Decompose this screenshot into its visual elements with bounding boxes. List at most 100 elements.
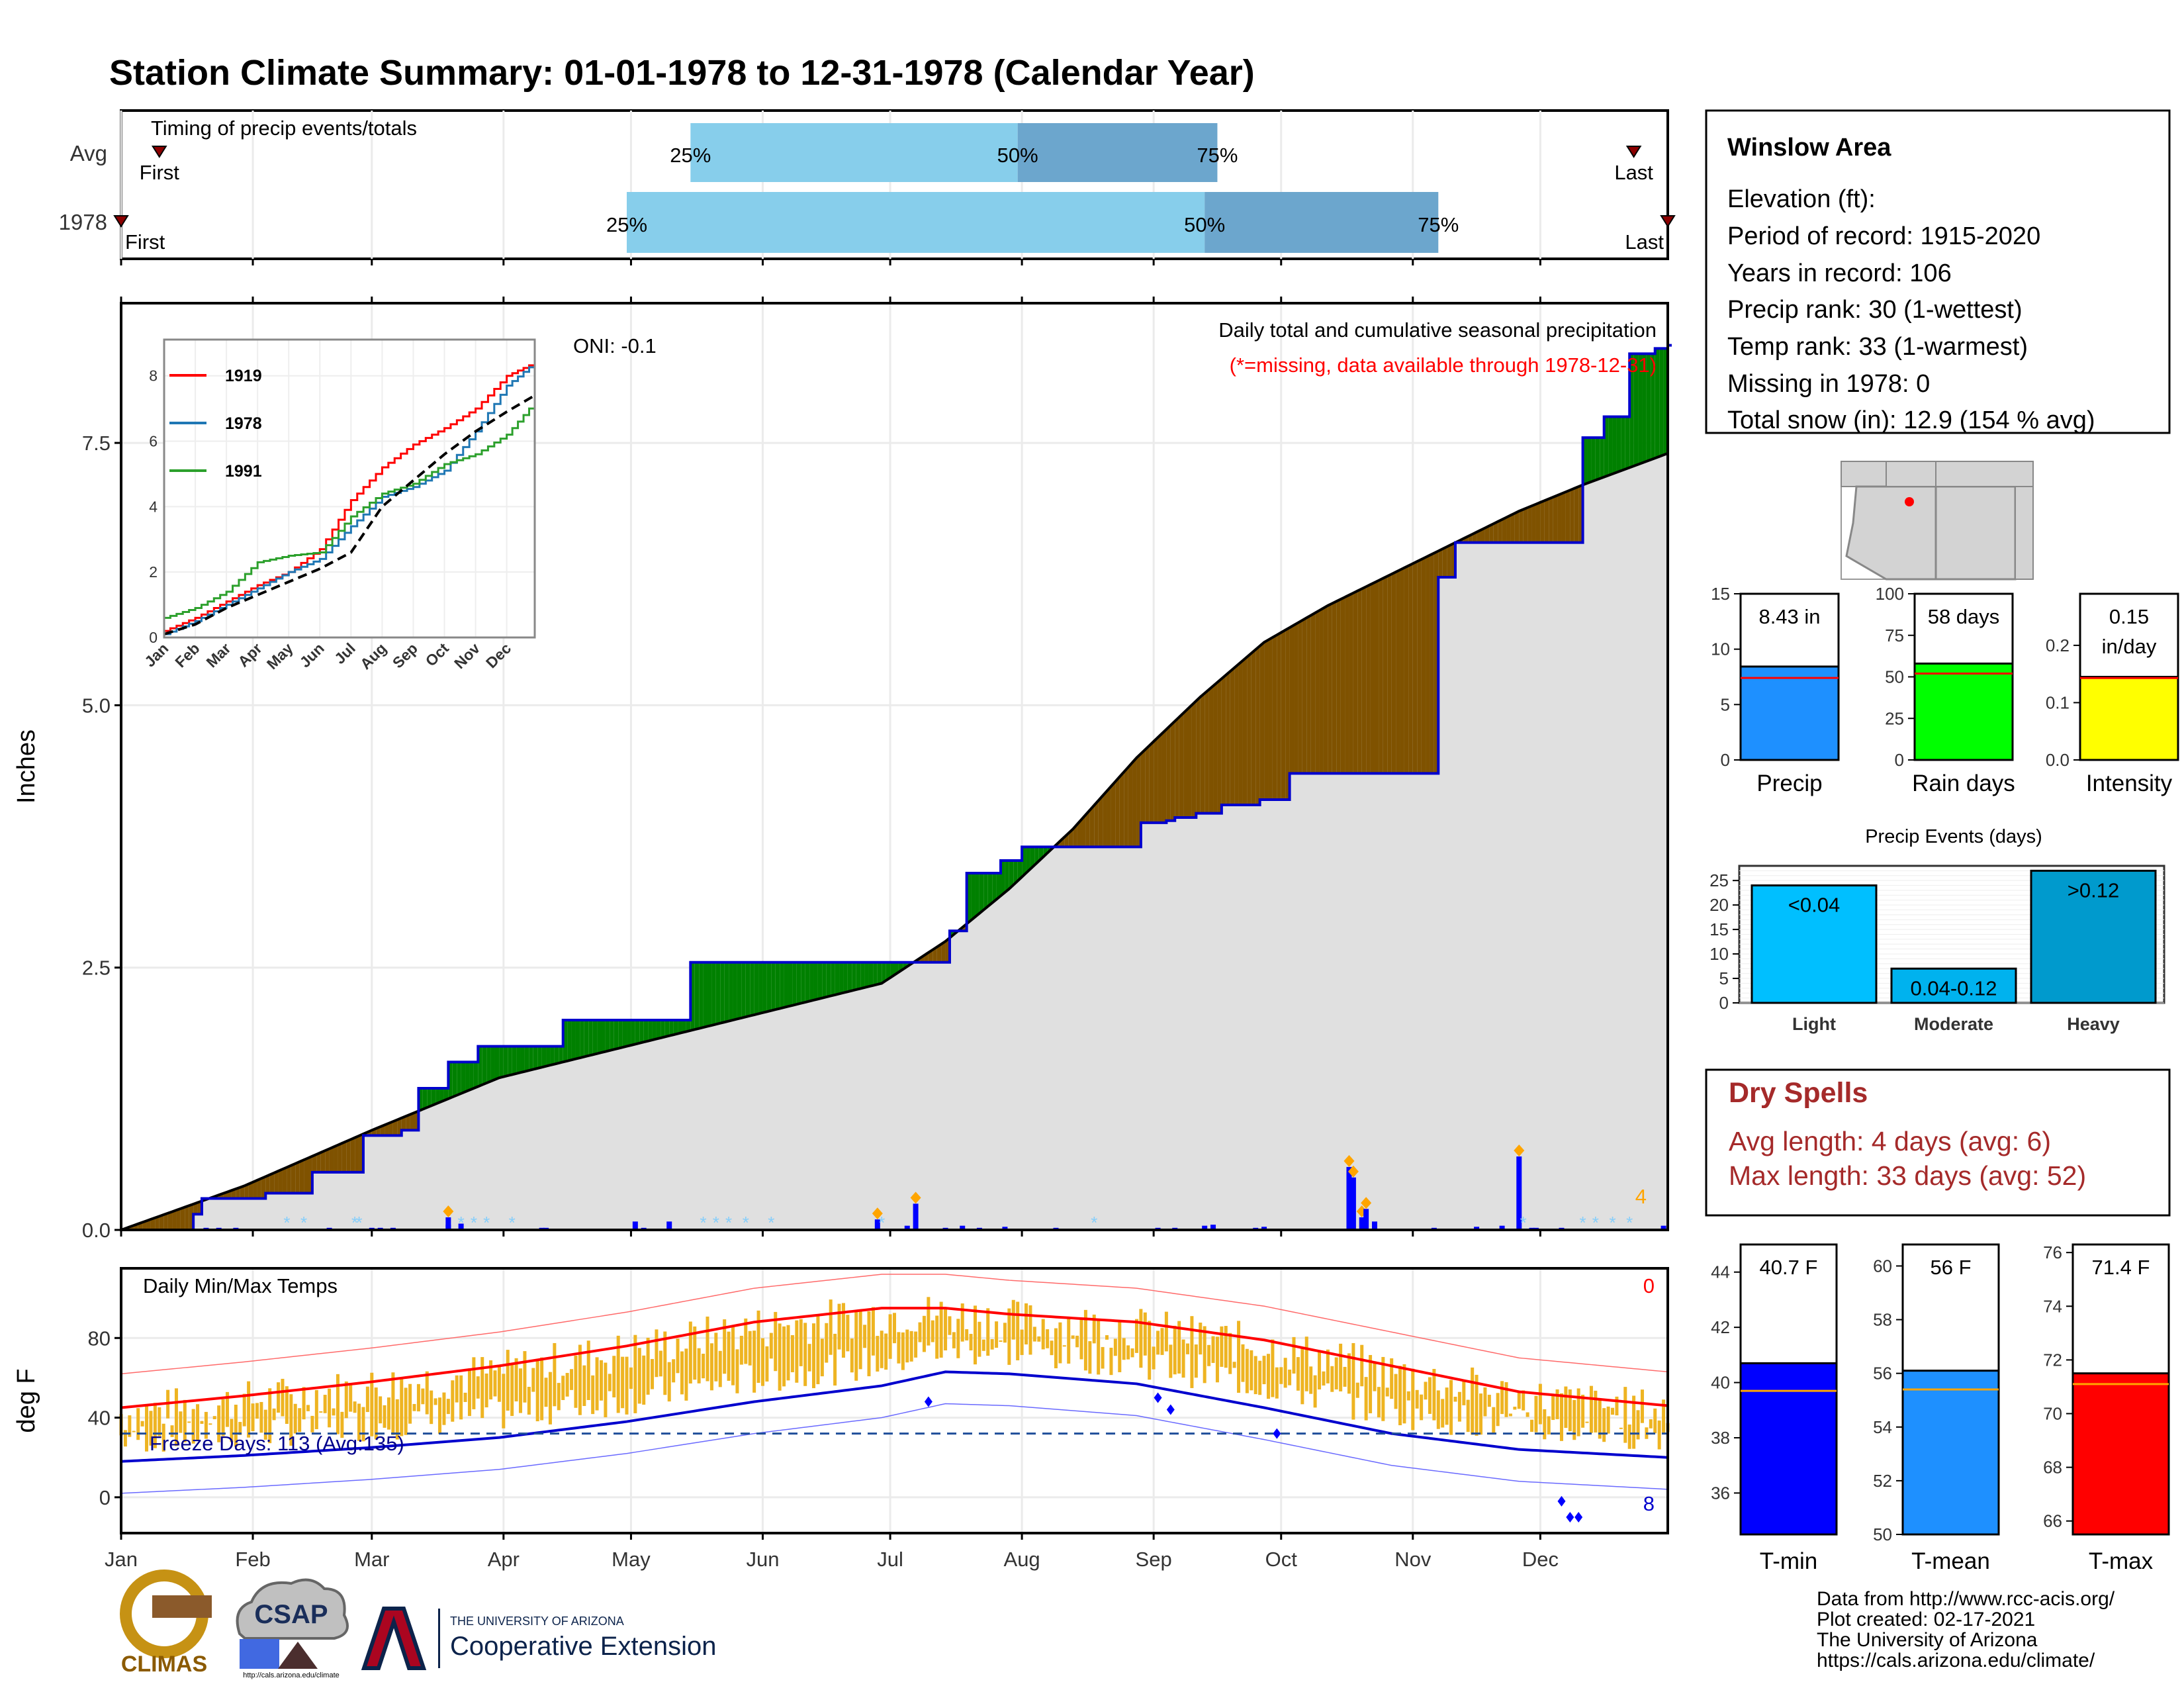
ua-divider — [438, 1609, 440, 1668]
mini-bar-ytick-label: 50 — [1885, 667, 1904, 687]
below-normal-area — [1140, 749, 1146, 823]
daily-precip-bar — [445, 1217, 451, 1230]
snow-day-marker: * — [1580, 1213, 1586, 1233]
daily-temp-range-bar — [1253, 1356, 1257, 1395]
daily-temp-range-bar — [557, 1383, 561, 1411]
daily-temp-range-bar — [1589, 1385, 1593, 1433]
below-normal-area — [1089, 805, 1095, 847]
inset-ytick-label: 6 — [149, 433, 158, 450]
mini-bar-value — [1739, 665, 1840, 761]
daily-temp-range-bar — [867, 1311, 871, 1377]
above-normal-area — [877, 962, 882, 985]
daily-temp-range-bar — [888, 1314, 892, 1359]
daily-temp-range-bar — [578, 1344, 582, 1415]
daily-temp-range-bar — [1330, 1366, 1334, 1392]
above-normal-area — [822, 962, 827, 998]
daily-temp-range-bar — [948, 1316, 952, 1335]
daily-temp-range-bar — [540, 1357, 544, 1421]
footer-line-3: The University of Arizona — [1817, 1629, 2038, 1651]
daily-temp-range-bar — [1517, 1391, 1521, 1409]
daily-temp-range-bar — [149, 1411, 153, 1446]
below-normal-area — [312, 1154, 317, 1172]
daily-temp-range-bar — [1360, 1344, 1364, 1387]
month-axis: Jan Feb Mar Apr May Jun Jul Aug Sep Oct Nov Dec — [105, 259, 1559, 1571]
above-normal-area — [780, 962, 784, 1009]
above-normal-area — [422, 1088, 428, 1109]
daily-temp-range-bar — [820, 1338, 824, 1377]
below-normal-area — [1540, 500, 1545, 543]
temp-bar-ytick-label: 56 — [1873, 1364, 1892, 1383]
map-state-new-mexico — [1934, 485, 2017, 581]
mini-bar-value-unit: in/day — [2102, 635, 2157, 658]
below-normal-area — [1442, 547, 1447, 577]
events-xlabel: Light — [1792, 1014, 1836, 1034]
station-period: Period of record: 1915-2020 — [1727, 222, 2040, 250]
below-normal-area — [1161, 729, 1167, 823]
below-normal-area — [1519, 509, 1524, 543]
snow-day-marker: * — [1626, 1213, 1633, 1233]
daily-temp-range-bar — [1555, 1389, 1559, 1419]
daily-temp-range-bar — [1598, 1399, 1602, 1439]
mini-bar-ytick-label: 75 — [1885, 626, 1904, 645]
daily-temp-range-bar — [502, 1374, 506, 1429]
daily-temp-range-bar — [863, 1325, 867, 1348]
daily-temp-range-bar — [1390, 1358, 1394, 1399]
daily-temp-range-bar — [944, 1309, 948, 1351]
daily-temp-range-bar — [1156, 1331, 1160, 1355]
precip-ytick-label: 2.5 — [82, 957, 111, 980]
daily-temp-range-bar — [973, 1305, 977, 1365]
daily-temp-range-bar — [255, 1403, 259, 1419]
daily-temp-range-bar — [1487, 1395, 1491, 1407]
above-normal-area — [745, 962, 751, 1017]
daily-temp-range-bar — [774, 1311, 778, 1372]
above-normal-area — [724, 962, 729, 1023]
daily-temp-range-bar — [349, 1383, 353, 1412]
record-high-line — [120, 1274, 1668, 1375]
daily-temp-range-bar — [1449, 1380, 1453, 1435]
temp-bar-ytick-label: 36 — [1711, 1483, 1730, 1503]
daily-temp-range-bar — [1538, 1383, 1542, 1425]
below-normal-area — [244, 1184, 249, 1199]
dry-spells-title: Dry Spells — [1729, 1077, 1868, 1109]
below-normal-area — [1480, 528, 1485, 543]
daily-temp-range-bar — [1657, 1420, 1661, 1450]
dry-spells-box: Dry Spells Avg length: 4 days (avg: 6) M… — [1705, 1068, 2171, 1217]
above-normal-area — [1633, 353, 1639, 466]
daily-temp-range-bar — [565, 1373, 569, 1397]
above-normal-area — [796, 962, 801, 1005]
timing-bar-q25-q50 — [627, 192, 1205, 253]
above-normal-area — [1612, 416, 1617, 474]
above-normal-area — [682, 1019, 686, 1033]
daily-temp-range-bar — [1067, 1318, 1071, 1364]
daily-precip-bar — [960, 1225, 966, 1230]
timing-label-q25: 25% — [670, 144, 711, 167]
below-normal-area — [1208, 686, 1214, 814]
above-normal-area — [533, 1046, 538, 1070]
events-title: Precip Events (days) — [1865, 826, 2042, 847]
climas-wordmark: CLIMAS — [121, 1652, 207, 1677]
below-normal-area — [269, 1172, 275, 1194]
daily-temp-range-bar — [1237, 1321, 1241, 1393]
daily-temp-range-bar — [1130, 1348, 1134, 1358]
daily-temp-range-bar — [922, 1315, 926, 1352]
below-normal-area — [941, 941, 946, 962]
daily-temp-range-bar — [1181, 1339, 1185, 1378]
map-state-texas — [2015, 486, 2034, 580]
daily-temp-range-bar — [234, 1405, 238, 1447]
daily-temp-range-bar — [765, 1346, 769, 1382]
snow-day-marker: * — [878, 1213, 885, 1233]
above-normal-area — [520, 1046, 525, 1073]
mini-bar-ytick-label: 0.1 — [2046, 692, 2070, 712]
daily-temp-range-bar — [1279, 1367, 1283, 1384]
daily-temp-range-bar — [914, 1331, 918, 1358]
below-normal-area — [1498, 519, 1502, 543]
snow-day-marker: * — [300, 1213, 307, 1233]
daily-temp-range-bar — [1530, 1419, 1534, 1432]
month-label: Sep — [1136, 1548, 1172, 1571]
daily-temp-range-bar — [310, 1415, 314, 1432]
daily-temp-range-bar — [629, 1367, 633, 1389]
below-normal-area — [1553, 495, 1558, 543]
daily-temp-range-bar — [336, 1374, 340, 1434]
station-snow: Total snow (in): 12.9 (154 % avg) — [1727, 406, 2095, 434]
temp-bar-ytick-label: 44 — [1711, 1262, 1730, 1282]
